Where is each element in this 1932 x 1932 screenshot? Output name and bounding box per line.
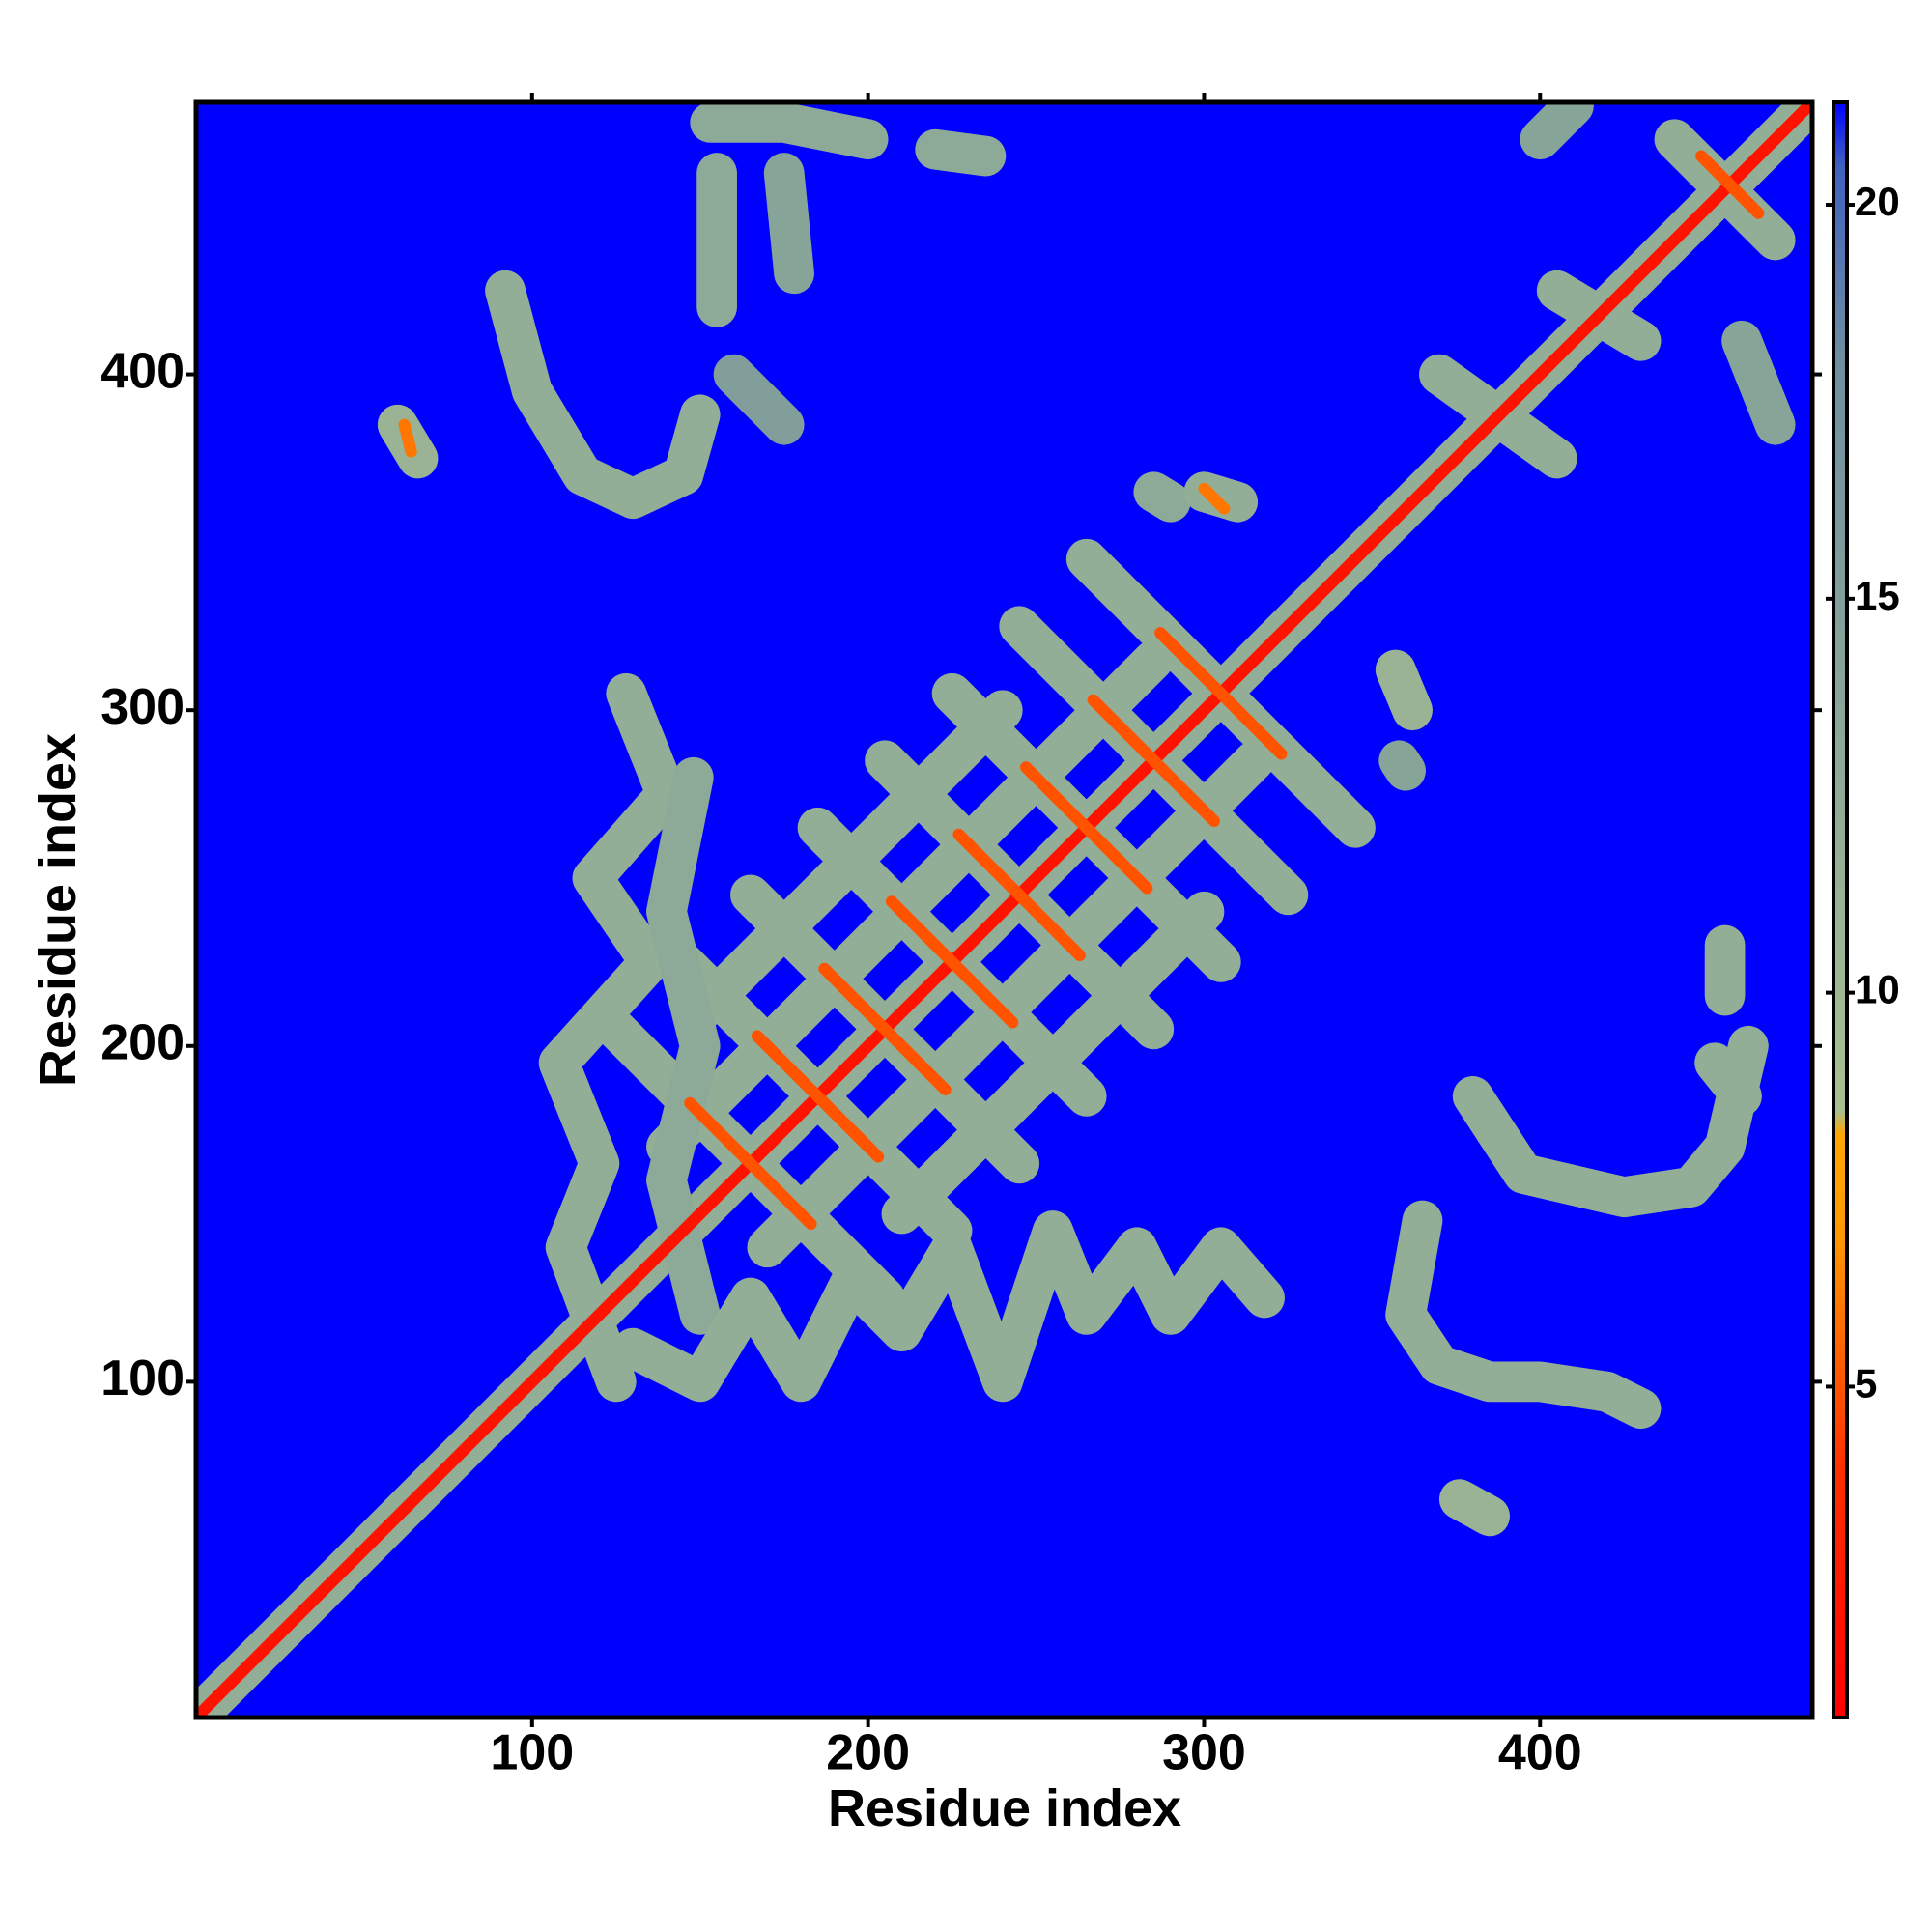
contact-region [196,102,1812,1718]
contact-region [1520,102,1594,160]
contact-region [1198,482,1231,515]
colorbar-tick-label: 5 [1855,1361,1877,1406]
x-tick-label: 300 [1162,1725,1246,1781]
y-tick-label: 100 [100,1350,185,1406]
contact-region [538,672,687,1403]
contact-region [952,828,1086,961]
contact-region [398,418,417,458]
contact-region [1087,694,1220,827]
y-tick-label: 400 [100,343,185,399]
contact-region [690,102,889,160]
colorbar [1832,100,1849,1719]
x-tick-label: 400 [1498,1725,1582,1781]
x-axis-label: Residue index [828,1779,1181,1837]
contact-region [1020,761,1153,895]
colorbar-tick-label: 10 [1855,967,1900,1012]
contact-region [763,153,814,295]
contact-region [881,891,1225,1235]
y-tick-label: 300 [100,679,185,735]
contact-region [1452,1025,1769,1218]
y-axis-label: Residue index [29,733,87,1087]
contact-region [747,740,1275,1268]
contact-region [1721,320,1796,445]
x-tick-label: 200 [826,1725,910,1781]
plot-frame [193,99,1815,1720]
contact-region [751,1030,885,1163]
x-tick-label: 100 [490,1725,574,1781]
contact-region [646,639,1175,1167]
contact-region [1695,150,1765,219]
contact-region [713,354,805,445]
contact-region [679,690,1023,1033]
contact-region [646,756,721,1335]
colorbar-tick-label: 15 [1855,573,1900,618]
heatmap-area [196,102,1812,1718]
contact-region [612,1210,1285,1403]
contact-region [885,895,1019,1029]
contact-region [1154,627,1288,760]
contact-region [1133,471,1191,523]
contact-region [1378,740,1426,791]
contact-region [1438,1479,1510,1537]
contact-region [1385,1200,1662,1430]
contact-region [485,270,721,520]
colorbar-tick-label: 20 [1855,179,1900,224]
contact-region [818,962,952,1096]
y-tick-label: 200 [100,1015,185,1071]
contact-region [915,128,1007,177]
contact-region [1375,649,1433,731]
contact-region [684,1096,817,1231]
